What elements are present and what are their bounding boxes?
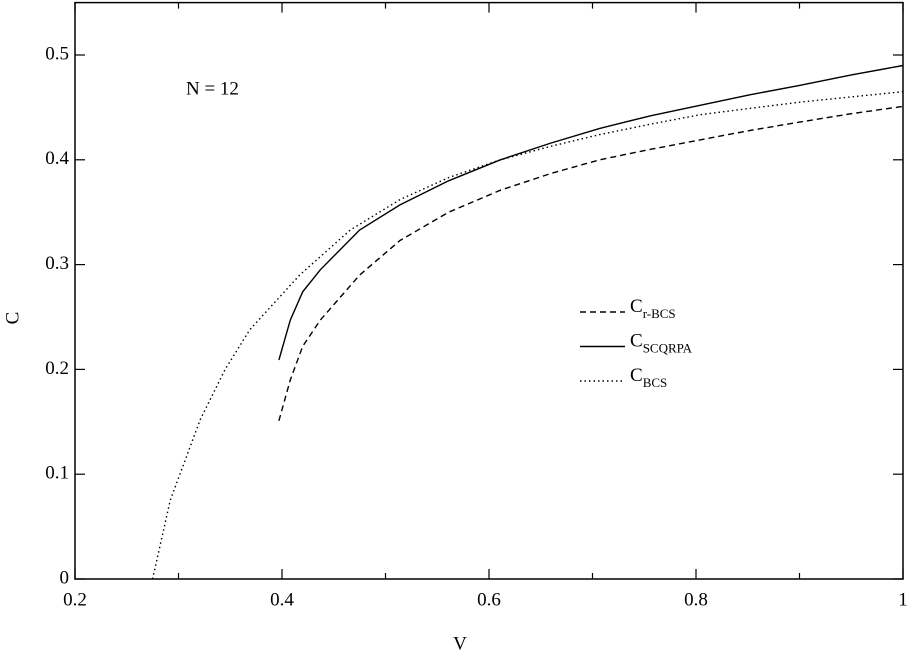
- y-tick-label: 0.4: [45, 148, 69, 169]
- x-axis-label: V: [453, 633, 467, 654]
- legend-label: CSCQRPA: [630, 331, 693, 356]
- x-tick-label: 1: [898, 589, 908, 610]
- x-tick-label: 0.4: [270, 589, 294, 610]
- x-tick-label: 0.6: [477, 589, 501, 610]
- y-tick-label: 0.1: [45, 463, 69, 484]
- series-line: [278, 105, 904, 421]
- annotation: N = 12: [186, 78, 239, 99]
- y-tick-label: 0.3: [45, 253, 69, 274]
- y-axis-label: C: [2, 312, 23, 325]
- legend-label: CBCS: [630, 365, 667, 390]
- series-line: [278, 64, 904, 361]
- y-tick-label: 0.2: [45, 358, 69, 379]
- x-tick-label: 0.2: [63, 589, 87, 610]
- x-tick-label: 0.8: [684, 589, 708, 610]
- y-tick-label: 0: [60, 567, 70, 588]
- y-tick-label: 0.5: [45, 43, 69, 64]
- series-line: [151, 91, 904, 580]
- legend-label: Cr-BCS: [630, 296, 676, 321]
